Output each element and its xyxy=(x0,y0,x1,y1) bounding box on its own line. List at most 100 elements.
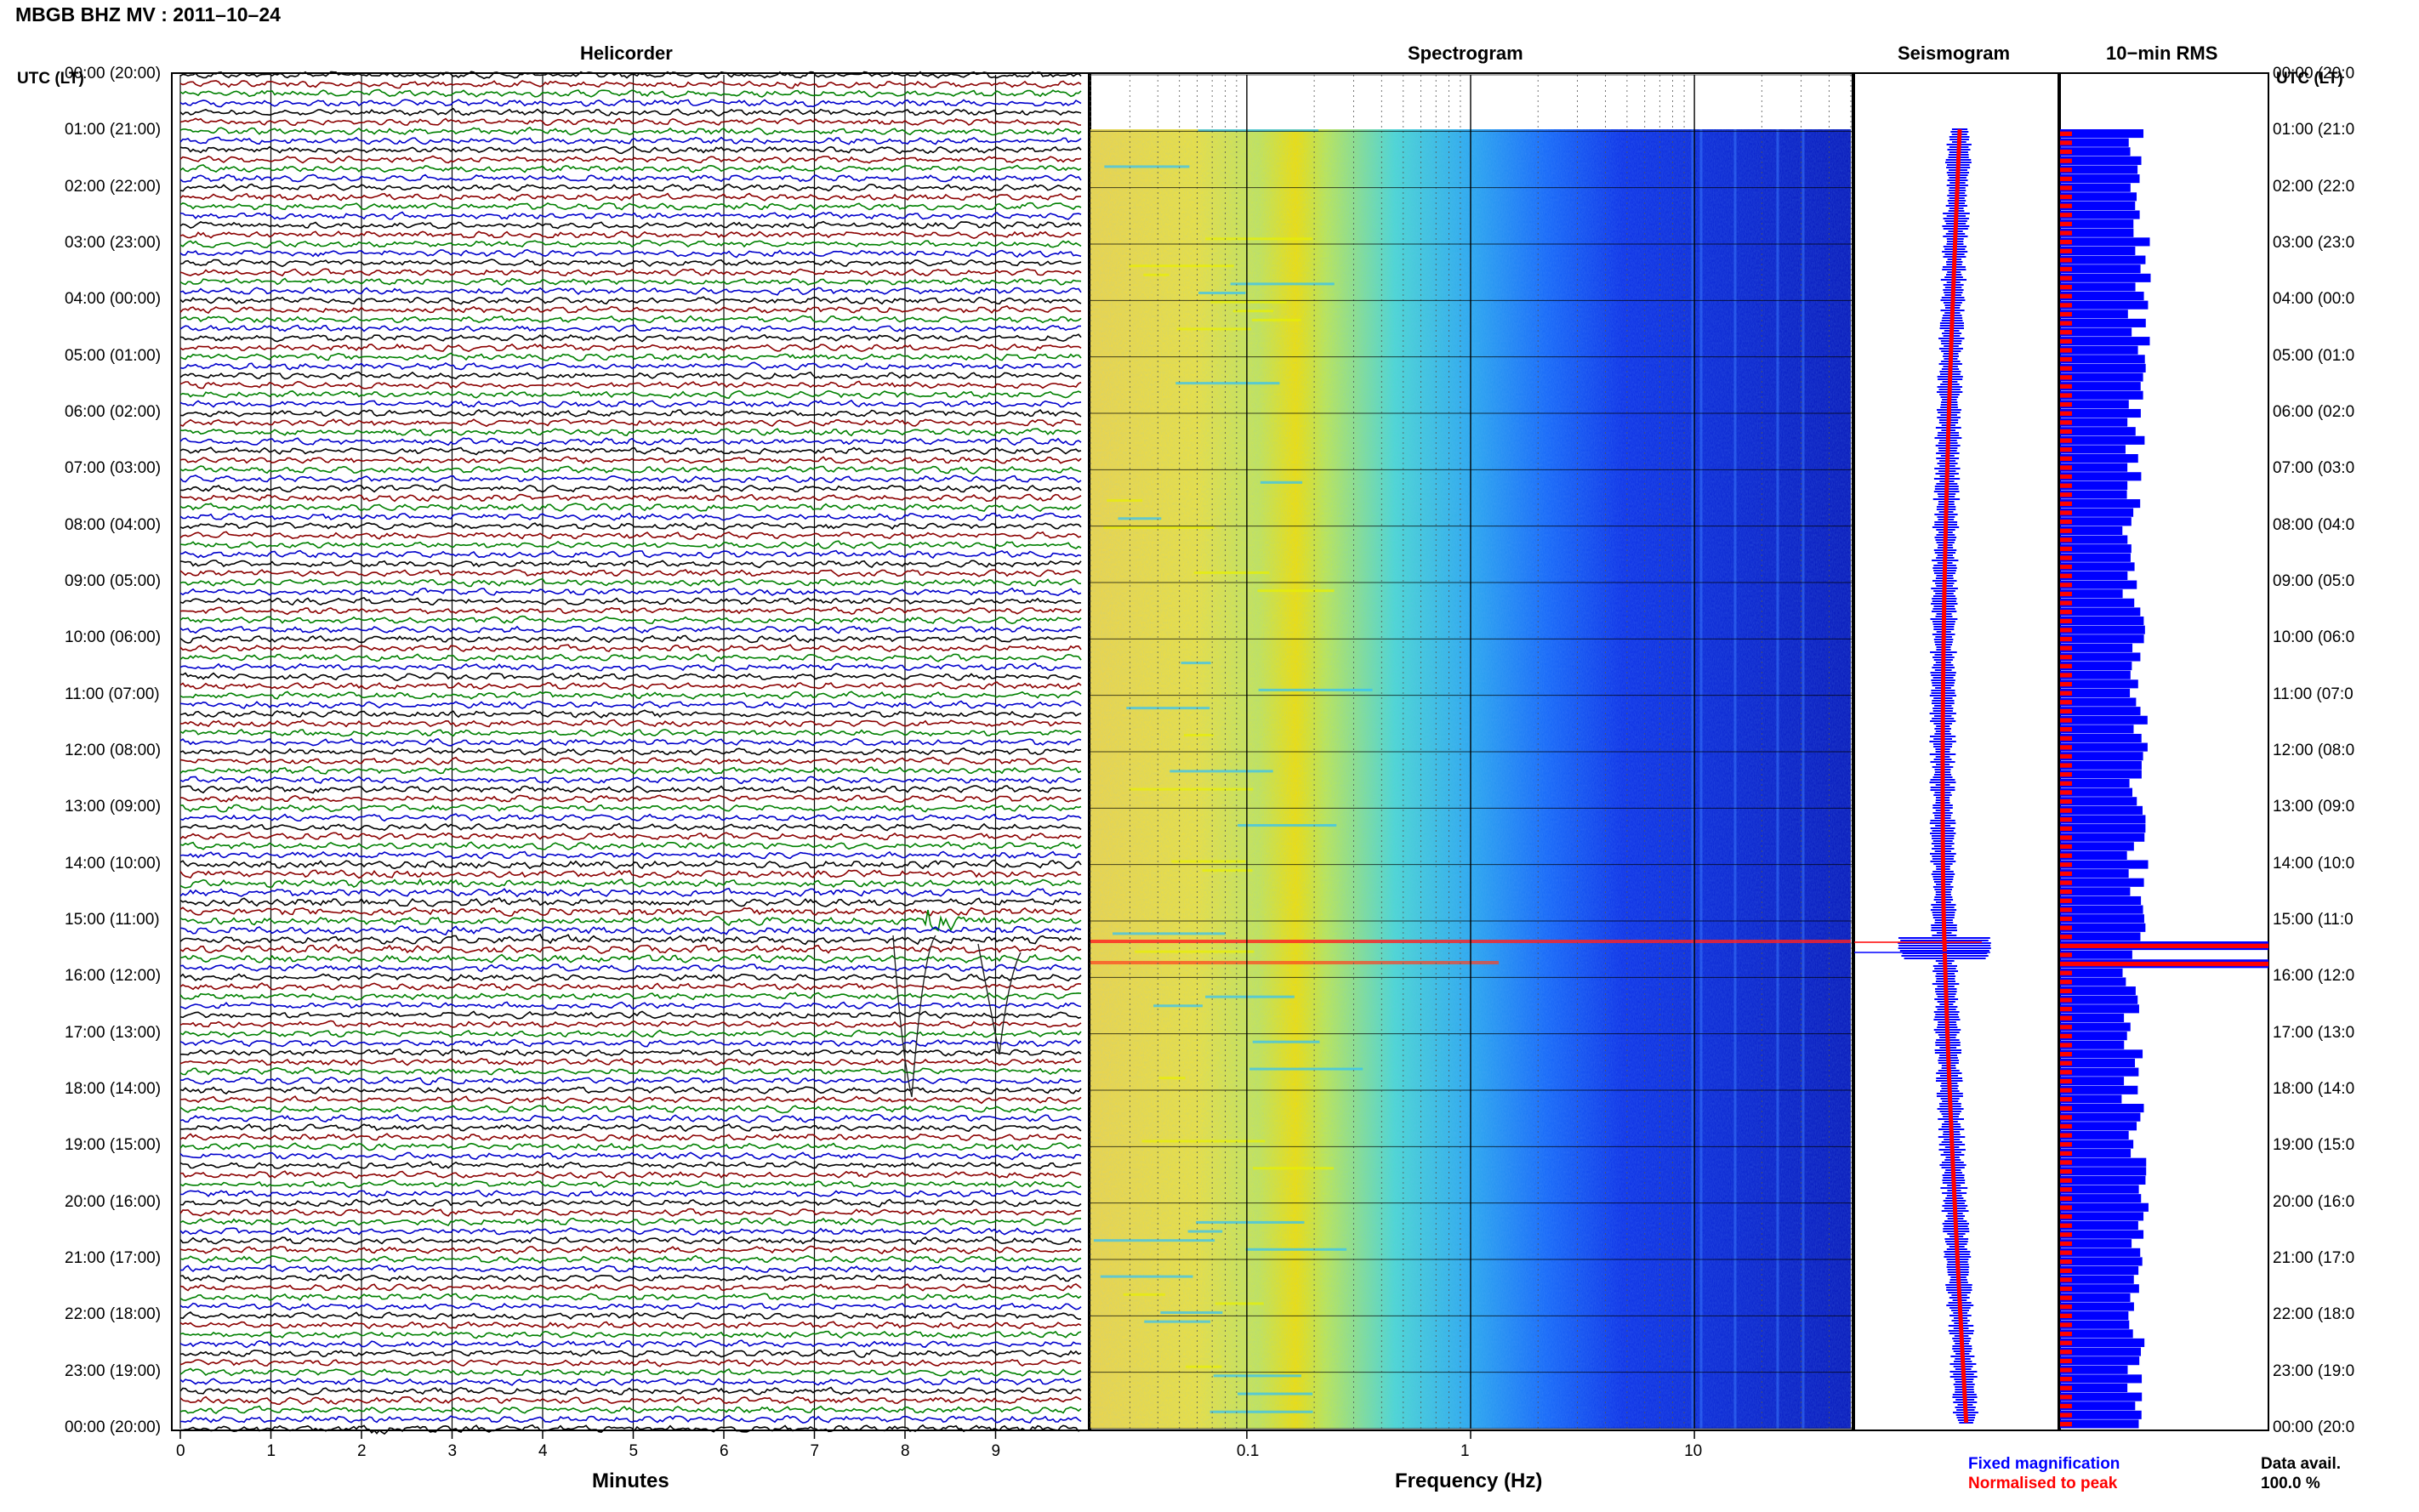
helicorder-trace xyxy=(179,878,1082,889)
rms-bar-normalised xyxy=(2060,1133,2072,1138)
helicorder-trace xyxy=(179,1377,1082,1387)
rms-bar-normalised xyxy=(2060,1395,2072,1400)
helicorder-trace xyxy=(179,1302,1082,1311)
helicorder-trace xyxy=(179,1020,1082,1029)
helicorder-trace xyxy=(179,672,1082,681)
helicorder-trace xyxy=(179,277,1082,287)
helicorder-trace xyxy=(179,211,1082,220)
rms-bar-normalised xyxy=(2060,176,2072,182)
rms-bar-normalised xyxy=(2060,185,2072,190)
rms-bar-fixed xyxy=(2060,463,2128,472)
helicorder-trace xyxy=(179,183,1082,192)
helicorder-trace xyxy=(179,822,1082,832)
rms-bar-normalised xyxy=(2060,203,2072,208)
rms-bar-normalised xyxy=(2060,1043,2072,1048)
rms-bar-normalised xyxy=(2060,1331,2072,1337)
spectrogram-streak xyxy=(1196,1220,1305,1224)
rms-bar-fixed xyxy=(2060,219,2134,229)
helicorder-trace xyxy=(179,1293,1082,1302)
data-avail-label: Data avail. xyxy=(2261,1455,2341,1473)
rms-bar-normalised xyxy=(2060,158,2072,163)
helicorder-trace xyxy=(179,549,1082,560)
helicorder-trace xyxy=(179,1001,1082,1010)
rms-bar-fixed xyxy=(2060,553,2131,562)
helicorder-trace xyxy=(179,691,1082,700)
rms-bar-normalised xyxy=(2060,691,2072,696)
rms-bar-normalised xyxy=(2060,1340,2072,1345)
helicorder-trace xyxy=(179,418,1082,428)
rms-bar-fixed xyxy=(2060,210,2140,219)
rms-bar-normalised xyxy=(2060,583,2072,588)
rms-bar-normalised xyxy=(2060,492,2072,497)
rms-bar-fixed xyxy=(2060,1067,2139,1077)
rms-bar-fixed xyxy=(2060,1175,2146,1185)
helicorder-trace xyxy=(179,756,1082,766)
rms-bar-normalised xyxy=(2060,1142,2072,1147)
rms-bar-normalised xyxy=(2060,681,2072,687)
rms-bar-fixed xyxy=(2060,156,2142,165)
helicorder-trace xyxy=(179,389,1082,400)
rms-bar-normalised xyxy=(2060,600,2072,605)
rms-bar-fixed xyxy=(2060,815,2146,824)
rms-bar-fixed xyxy=(2060,1112,2141,1122)
rms-bar-fixed xyxy=(2060,337,2150,346)
helicorder-tick-label: 1 xyxy=(266,1442,276,1460)
rms-bar-normalised xyxy=(2060,221,2072,227)
rms-bar-normalised xyxy=(2060,1160,2072,1165)
spectrogram-streak xyxy=(1210,300,1287,304)
legend-fixed-magnification: Fixed magnification xyxy=(1968,1455,2120,1473)
spectrogram-streak xyxy=(1198,292,1246,294)
helicorder-trace xyxy=(179,521,1082,531)
helicorder-trace xyxy=(179,1330,1082,1339)
rms-bar-normalised xyxy=(2060,401,2072,407)
rms-bar-fixed xyxy=(2060,490,2127,499)
helicorder-trace xyxy=(179,352,1082,361)
helicorder-trace xyxy=(179,765,1082,775)
rms-bar-fixed xyxy=(2060,1130,2129,1140)
seismogram-normalised-trace xyxy=(1940,128,1969,1424)
rms-bar-normalised xyxy=(2060,655,2072,660)
rms-bar-normalised xyxy=(2060,898,2072,903)
rms-bar-fixed xyxy=(2060,688,2131,697)
rms-bar-fixed xyxy=(2060,824,2146,833)
helicorder-tick-label: 2 xyxy=(357,1442,367,1460)
time-label-left: 11:00 (07:00) xyxy=(65,685,160,703)
rms-bar-normalised xyxy=(2060,1078,2072,1084)
time-label-right: 16:00 (12:0 xyxy=(2273,967,2355,986)
rms-bar-fixed xyxy=(2060,1149,2132,1158)
rms-bar-normalised xyxy=(2060,726,2072,732)
rms-bar-fixed xyxy=(2060,797,2137,806)
helicorder-trace xyxy=(179,1339,1082,1349)
rms-bar-fixed xyxy=(2060,950,2132,959)
helicorder-trace xyxy=(179,80,1082,89)
rms-bar-fixed xyxy=(2060,355,2145,364)
seismogram-title: Seismogram xyxy=(1898,43,2011,64)
rms-bar-normalised xyxy=(2060,311,2072,317)
rms-bar-normalised xyxy=(2060,980,2072,985)
seismogram-panel xyxy=(1853,72,2059,1431)
helicorder-trace xyxy=(179,1273,1082,1282)
rms-bar-fixed xyxy=(2060,914,2144,924)
rms-bar-fixed xyxy=(2060,1320,2130,1329)
rms-panel xyxy=(2059,72,2269,1431)
rms-bar-normalised xyxy=(2060,285,2072,290)
helicorder-trace xyxy=(179,371,1082,380)
helicorder-trace xyxy=(179,333,1082,343)
spectrogram-streak xyxy=(1232,310,1274,313)
helicorder-trace xyxy=(179,117,1081,127)
rms-bar-fixed xyxy=(2060,634,2144,644)
rms-bar-fixed xyxy=(2060,878,2144,887)
rms-bar-fixed xyxy=(2060,1212,2144,1221)
spectrogram-streak xyxy=(1141,1140,1266,1143)
rms-bar-fixed xyxy=(2060,508,2134,517)
rms-bar-normalised xyxy=(2060,393,2072,398)
rms-bar-normalised xyxy=(2060,293,2072,298)
helicorder-trace xyxy=(179,653,1082,662)
spectrogram-streak xyxy=(1183,733,1214,736)
rms-bar-normalised xyxy=(2060,1025,2072,1030)
spectrogram-streak xyxy=(1126,707,1210,710)
rms-title: 10−min RMS xyxy=(2106,43,2218,64)
helicorder-trace xyxy=(179,428,1082,437)
time-label-right: 15:00 (11:0 xyxy=(2273,911,2354,929)
